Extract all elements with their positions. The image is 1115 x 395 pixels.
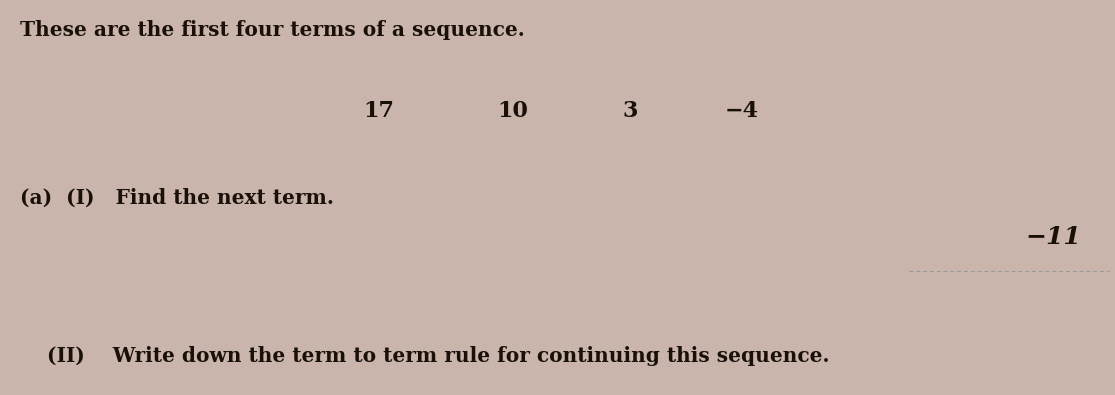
Text: −11: −11 [1026, 225, 1082, 249]
Text: 3: 3 [622, 100, 638, 122]
Text: 10: 10 [497, 100, 529, 122]
Text: (a)  (I)   Find the next term.: (a) (I) Find the next term. [20, 188, 334, 207]
Text: 17: 17 [363, 100, 395, 122]
Text: −4: −4 [725, 100, 758, 122]
Text: (II)    Write down the term to term rule for continuing this sequence.: (II) Write down the term to term rule fo… [47, 346, 830, 365]
Text: These are the first four terms of a sequence.: These are the first four terms of a sequ… [20, 20, 525, 40]
